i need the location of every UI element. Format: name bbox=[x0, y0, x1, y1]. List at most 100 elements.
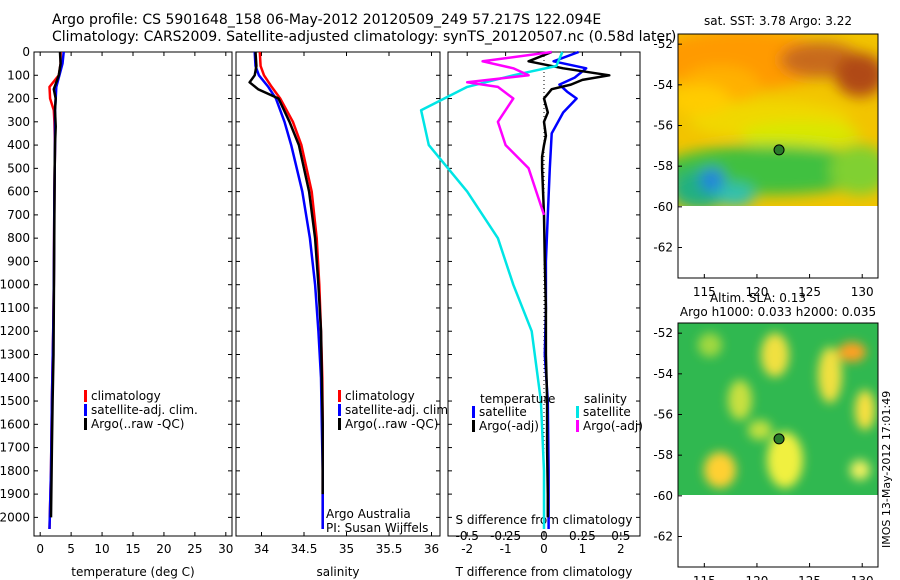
map-blob bbox=[855, 390, 875, 430]
y-tick-label: 1300 bbox=[0, 348, 30, 362]
argo-location-marker bbox=[773, 433, 785, 445]
legend-group-title: temperature bbox=[480, 392, 555, 406]
legend-swatch bbox=[472, 406, 475, 418]
top-x-tick-label: -0.5 bbox=[455, 529, 478, 543]
x-tick-label: 0 bbox=[36, 542, 44, 556]
map-x-tick-label: 125 bbox=[798, 574, 821, 580]
panel-frame bbox=[33, 51, 233, 537]
map-x-tick-label: 130 bbox=[851, 285, 874, 299]
series-line-2 bbox=[527, 50, 611, 518]
map-x-tick-label: 130 bbox=[851, 574, 874, 580]
map-blob bbox=[740, 121, 860, 149]
timestamp-stamp: IMOS 13-May-2012 17:01:49 bbox=[880, 391, 893, 548]
map-blob bbox=[728, 380, 752, 420]
profile-panel-1: 0 5 10 15 20 25 30 temperature (deg C) 0 100 200 30… bbox=[0, 45, 233, 579]
y-tick-label: 1200 bbox=[0, 324, 30, 338]
legend-label: satellite bbox=[479, 405, 527, 419]
legend-label: Argo(-adj) bbox=[583, 419, 643, 433]
series-line-3 bbox=[49, 51, 62, 518]
map-blob bbox=[748, 420, 772, 440]
map-subtitle: Argo h1000: 0.033 h2000: 0.035 bbox=[680, 305, 876, 319]
argo-location-marker bbox=[773, 144, 785, 156]
x-tick-label: 5 bbox=[67, 542, 75, 556]
top-x-tick-label: 0.5 bbox=[611, 529, 630, 543]
x-tick-label: 34.5 bbox=[291, 542, 318, 556]
x-tick-label: 2 bbox=[617, 542, 625, 556]
map-title: sat. SST: 3.78 Argo: 3.22 bbox=[704, 14, 852, 28]
legend-group-title: salinity bbox=[584, 392, 627, 406]
legend-swatch bbox=[84, 390, 87, 402]
legend-swatch bbox=[84, 418, 87, 430]
y-tick-label: 800 bbox=[7, 231, 30, 245]
legend-label: Argo(-adj) bbox=[479, 419, 539, 433]
panel-frame bbox=[235, 51, 441, 537]
top-x-tick-label: -0.25 bbox=[490, 529, 521, 543]
map-x-tick-label: 125 bbox=[798, 285, 821, 299]
map-x-tick-label: 115 bbox=[693, 574, 716, 580]
map-field bbox=[678, 323, 878, 495]
legend-swatch bbox=[338, 390, 341, 402]
x-tick-label: 30 bbox=[218, 542, 233, 556]
map-blob bbox=[698, 333, 722, 357]
y-tick-label: 0 bbox=[22, 45, 30, 59]
map-y-tick-label: -52 bbox=[653, 37, 673, 51]
x-tick-label: -2 bbox=[461, 542, 473, 556]
map-y-tick-label: -62 bbox=[653, 530, 673, 544]
x-tick-label: 25 bbox=[187, 542, 202, 556]
legend-label: satellite-adj. clim. bbox=[91, 403, 198, 417]
map-blob bbox=[818, 347, 842, 403]
map-y-tick-label: -62 bbox=[653, 241, 673, 255]
legend-label: satellite bbox=[583, 405, 631, 419]
legend-swatch bbox=[338, 418, 341, 430]
map-title: Altim. SLA: 0.13 bbox=[710, 291, 806, 305]
top-x-tick-label: 0.25 bbox=[569, 529, 596, 543]
x-tick-label: 20 bbox=[156, 542, 171, 556]
map-x-tick-label: 115 bbox=[693, 285, 716, 299]
y-tick-label: 900 bbox=[7, 254, 30, 268]
legend-swatch bbox=[576, 406, 579, 418]
profile-panel-2: 34 34.5 35 35.5 36 salinity climatologysatelli… bbox=[235, 51, 452, 579]
legend-label: climatology bbox=[91, 389, 161, 403]
profile-panel-3: -2 -1 0 1 2 T difference from climatology -0.5… bbox=[419, 50, 643, 579]
credit-pi: PI: Susan Wijffels bbox=[326, 521, 428, 535]
map-y-tick-label: -56 bbox=[653, 119, 673, 133]
x-tick-label: 15 bbox=[125, 542, 140, 556]
x-tick-label: -1 bbox=[500, 542, 512, 556]
series-line-3 bbox=[419, 51, 564, 529]
y-tick-label: 500 bbox=[7, 161, 30, 175]
legend-swatch bbox=[338, 404, 341, 416]
figure-title-line1: Argo profile: CS 5901648_158 06-May-2012… bbox=[52, 12, 602, 28]
x-tick-label: 0 bbox=[540, 542, 548, 556]
map-panel-2: 115 120 125 130 -52 -54 -56 -58 -60 -62 Altim. SLA… bbox=[653, 291, 879, 580]
series-line-4 bbox=[465, 50, 552, 216]
y-tick-label: 1100 bbox=[0, 301, 30, 315]
map-blob bbox=[700, 168, 724, 192]
x-tick-label: 1 bbox=[579, 542, 587, 556]
legend-swatch bbox=[576, 420, 579, 432]
map-y-tick-label: -58 bbox=[653, 159, 673, 173]
top-x-tick-label: 0 bbox=[540, 529, 548, 543]
map-y-tick-label: -60 bbox=[653, 489, 673, 503]
x-tick-label: 34 bbox=[254, 542, 269, 556]
y-tick-label: 400 bbox=[7, 138, 30, 152]
figure-title-line2: Climatology: CARS2009. Satellite-adjuste… bbox=[52, 29, 677, 45]
map-blob bbox=[704, 452, 736, 488]
legend-swatch bbox=[84, 404, 87, 416]
legend-label: climatology bbox=[345, 389, 415, 403]
map-blob bbox=[678, 85, 730, 115]
x-tick-label: 35 bbox=[339, 542, 354, 556]
map-blob bbox=[761, 333, 789, 377]
map-y-tick-label: -58 bbox=[653, 448, 673, 462]
map-blob bbox=[830, 145, 878, 195]
map-blob bbox=[767, 432, 803, 488]
map-blobs bbox=[698, 333, 875, 488]
x-tick-label: 35.5 bbox=[376, 542, 403, 556]
map-blob bbox=[678, 145, 878, 195]
x-axis-label: temperature (deg C) bbox=[71, 565, 194, 579]
map-blobs bbox=[678, 34, 878, 206]
x-axis-label: T difference from climatology bbox=[455, 565, 633, 579]
y-tick-label: 1700 bbox=[0, 441, 30, 455]
legend-swatch bbox=[472, 420, 475, 432]
x-tick-label: 10 bbox=[94, 542, 109, 556]
